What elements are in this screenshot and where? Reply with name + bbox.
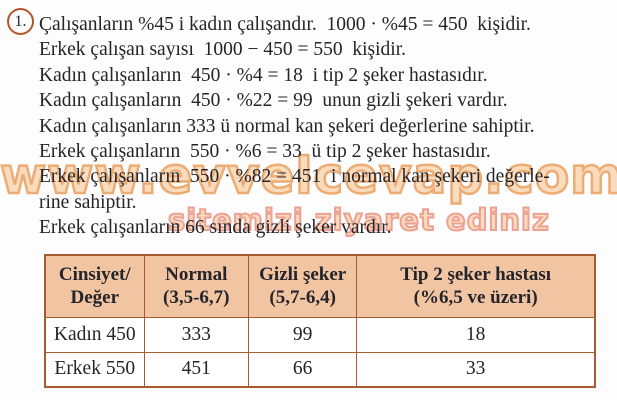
cell-erkek-label: Erkek 550 [44,351,145,388]
header-row: Cinsiyet/ Değer Normal (3,5-6,7) Gizli ş… [44,254,596,318]
cell-erkek-tip2: 33 [356,351,596,388]
header-cell-gizli-seker: Gizli şeker (5,7-6,4) [247,254,358,318]
solution-line: Erkek çalışanların 550 · %6 = 33 ü tip 2… [39,140,491,162]
cell-kadin-label: Kadın 450 [44,316,145,353]
problem-number-badge: 1. [7,8,34,35]
solution-line: Kadın çalışanların 450 · %4 = 18 i tip 2… [39,64,488,86]
solution-line: rine sahiptir. [39,191,137,213]
cell-kadin-normal: 333 [143,316,249,353]
solution-line: Erkek çalışanların 66 sında gizli şeker … [39,217,392,239]
solution-text-block: Çalışanların %45 i kadın çalışandır. 100… [39,12,550,241]
cell-erkek-gizli: 66 [247,351,358,388]
solution-line: Kadın çalışanların 333 ü normal kan şeke… [39,115,535,137]
cell-kadin-gizli: 99 [247,316,358,353]
cell-erkek-normal: 451 [143,351,249,388]
header-cell-tip2-seker: Tip 2 şeker hastası (%6,5 ve üzeri) [356,254,596,318]
results-table: Cinsiyet/ Değer Normal (3,5-6,7) Gizli ş… [44,254,596,388]
solution-line: Çalışanların %45 i kadın çalışandır. 100… [39,14,531,35]
table-row: Kadın 450 333 99 18 [44,316,596,353]
problem-number: 1. [14,12,27,30]
results-table-header: Cinsiyet/ Değer Normal (3,5-6,7) Gizli ş… [44,254,596,318]
solution-line: Erkek çalışan sayısı 1000 − 450 = 550 ki… [39,39,406,61]
table-row: Erkek 550 451 66 33 [44,351,596,388]
solution-line: Kadın çalışanların 450 · %22 = 99 unun g… [39,90,508,112]
header-cell-cinsiyet-deger: Cinsiyet/ Değer [44,254,145,318]
cell-kadin-tip2: 18 [356,316,596,353]
solution-line: Erkek çalışanların 550 · %82 = 451 i nor… [39,166,550,188]
header-cell-normal: Normal (3,5-6,7) [143,254,249,318]
results-table-body: Kadın 450 333 99 18 Erkek 550 451 66 33 [44,316,596,388]
